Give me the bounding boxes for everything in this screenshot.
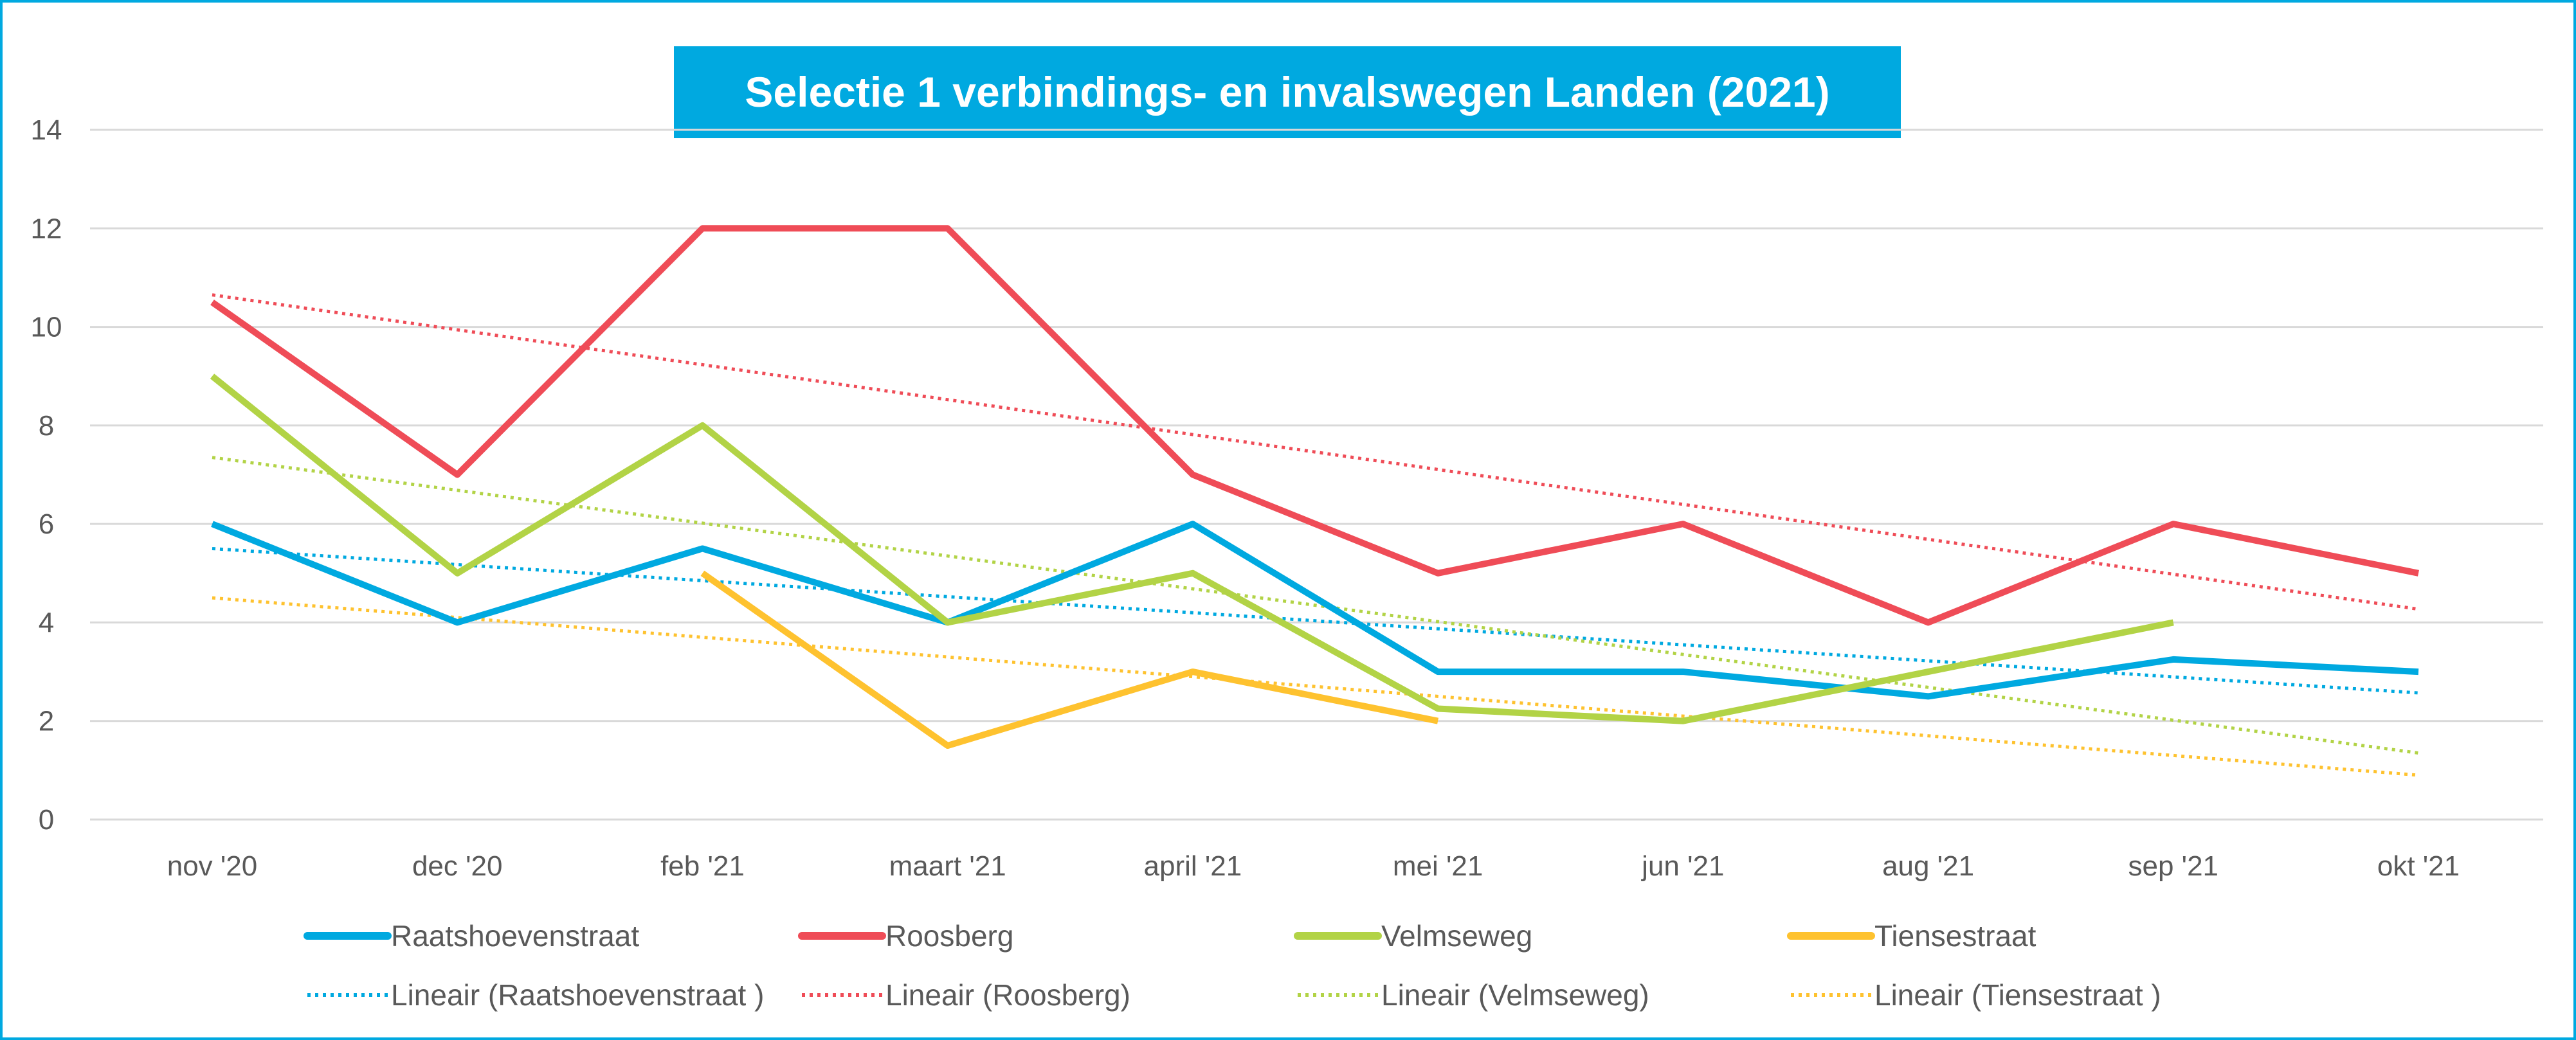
x-tick-label: sep '21 — [2128, 850, 2219, 882]
x-tick-label: okt '21 — [2377, 850, 2460, 882]
legend-label: Lineair (Raatshoevenstraat ) — [391, 978, 764, 1012]
x-tick-label: dec '20 — [412, 850, 503, 882]
x-tick-label: mei '21 — [1393, 850, 1483, 882]
y-tick-label: 2 — [39, 706, 54, 737]
legend-label: Lineair (Velmseweg) — [1381, 978, 1649, 1012]
series-line — [211, 521, 2419, 700]
trendline — [212, 546, 2419, 695]
gridlines — [90, 129, 2543, 821]
series-line — [210, 225, 2419, 626]
trendline — [212, 456, 2419, 755]
x-tick-label: april '21 — [1144, 850, 1242, 882]
y-tick-label: 6 — [39, 508, 54, 540]
title-background — [674, 46, 1901, 138]
legend-label: Tiensestraat — [1874, 919, 2036, 953]
legend-label: Roosberg — [885, 919, 1013, 953]
legend-label: Velmseweg — [1381, 919, 1532, 953]
y-axis-ticks: 0 2 4 6 8 10 12 14 — [31, 114, 62, 836]
legend-label: Lineair (Roosberg) — [885, 978, 1130, 1012]
x-tick-label: jun '21 — [1640, 850, 1724, 882]
y-tick-label: 8 — [39, 410, 54, 442]
x-tick-label: nov '20 — [167, 850, 258, 882]
trendline — [212, 596, 2419, 777]
y-tick-label: 4 — [39, 607, 54, 638]
x-tick-label: maart '21 — [889, 850, 1006, 882]
legend-label: Raatshoevenstraat — [391, 919, 639, 953]
series-lines — [210, 225, 2419, 749]
y-tick-label: 0 — [39, 804, 54, 836]
y-tick-label: 10 — [31, 312, 62, 343]
y-tick-label: 14 — [31, 114, 62, 146]
chart-title: Selectie 1 verbindings- en invalswegen L… — [745, 68, 1829, 116]
legend-label: Lineair (Tiensestraat ) — [1874, 978, 2161, 1012]
x-axis-ticks: nov '20 dec '20 feb '21 maart '21 april '21 m… — [167, 850, 2460, 882]
x-tick-label: feb '21 — [660, 850, 745, 882]
y-tick-label: 12 — [31, 213, 62, 244]
series-line — [210, 373, 2174, 724]
legend: Raatshoevenstraat Roosberg Velmseweg Tiense… — [304, 919, 2161, 1012]
x-tick-label: aug '21 — [1882, 850, 1974, 882]
series-line — [700, 570, 1439, 749]
